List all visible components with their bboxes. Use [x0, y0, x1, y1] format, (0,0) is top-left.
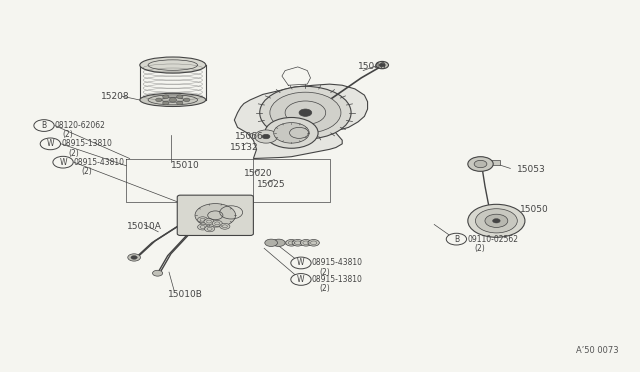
Circle shape — [468, 157, 493, 171]
Text: A’50 0073: A’50 0073 — [575, 346, 618, 355]
Circle shape — [299, 109, 312, 116]
Text: (2): (2) — [319, 284, 330, 293]
Circle shape — [474, 160, 487, 168]
Text: 08915-43810: 08915-43810 — [74, 158, 125, 167]
Circle shape — [152, 270, 163, 276]
Circle shape — [292, 240, 303, 246]
Text: 15053: 15053 — [516, 165, 545, 174]
Circle shape — [270, 92, 341, 133]
Text: B: B — [42, 121, 47, 130]
Circle shape — [446, 233, 467, 245]
Circle shape — [40, 138, 61, 150]
Circle shape — [291, 257, 311, 269]
Text: (2): (2) — [68, 148, 79, 157]
Circle shape — [300, 240, 312, 246]
Circle shape — [204, 219, 214, 224]
Ellipse shape — [140, 93, 206, 106]
Circle shape — [485, 214, 508, 227]
Text: 15208: 15208 — [101, 92, 130, 101]
Text: 15066: 15066 — [235, 132, 264, 141]
Text: 15020: 15020 — [244, 169, 273, 178]
Circle shape — [177, 101, 183, 105]
Bar — [476, 160, 500, 165]
Circle shape — [274, 123, 309, 143]
Circle shape — [198, 217, 208, 223]
Circle shape — [128, 254, 140, 261]
Circle shape — [177, 95, 183, 99]
Circle shape — [205, 226, 214, 232]
Text: (2): (2) — [81, 167, 92, 176]
Circle shape — [131, 256, 137, 259]
Circle shape — [163, 101, 169, 105]
Circle shape — [493, 219, 500, 223]
Circle shape — [184, 98, 190, 102]
Circle shape — [265, 239, 278, 247]
Text: 15132: 15132 — [230, 143, 259, 152]
Circle shape — [308, 240, 319, 246]
Text: B: B — [454, 235, 459, 244]
Text: W: W — [297, 259, 305, 267]
Circle shape — [260, 86, 351, 139]
Circle shape — [285, 240, 297, 246]
Circle shape — [163, 95, 169, 99]
Circle shape — [53, 156, 73, 168]
Circle shape — [265, 118, 318, 148]
Text: 15050: 15050 — [520, 205, 548, 214]
Polygon shape — [234, 84, 367, 158]
Text: 08120-62062: 08120-62062 — [55, 121, 106, 130]
Text: (2): (2) — [475, 244, 486, 253]
Text: W: W — [297, 275, 305, 284]
Text: W: W — [60, 158, 67, 167]
Text: 09110-02562: 09110-02562 — [467, 235, 518, 244]
Circle shape — [262, 134, 270, 139]
Text: 15040: 15040 — [358, 62, 387, 71]
Text: W: W — [47, 140, 54, 148]
Circle shape — [198, 224, 208, 230]
Text: 15010A: 15010A — [127, 222, 161, 231]
Circle shape — [34, 120, 54, 131]
Text: 08915-43810: 08915-43810 — [312, 259, 363, 267]
Circle shape — [376, 61, 388, 69]
Circle shape — [156, 98, 162, 102]
Text: 15010: 15010 — [171, 161, 200, 170]
Text: 15010B: 15010B — [168, 289, 203, 299]
Circle shape — [291, 273, 311, 285]
Ellipse shape — [140, 57, 206, 73]
Text: 08915-13810: 08915-13810 — [312, 275, 363, 284]
Circle shape — [379, 63, 385, 67]
Circle shape — [273, 239, 285, 247]
Text: (2): (2) — [319, 267, 330, 277]
Circle shape — [468, 204, 525, 237]
Circle shape — [476, 209, 517, 233]
Circle shape — [212, 221, 222, 226]
Text: 15025: 15025 — [257, 180, 285, 189]
Circle shape — [195, 203, 236, 227]
Circle shape — [255, 130, 278, 143]
Circle shape — [169, 98, 177, 102]
Text: (2): (2) — [63, 130, 73, 139]
FancyBboxPatch shape — [177, 195, 253, 235]
Text: 08915-13810: 08915-13810 — [61, 140, 112, 148]
Circle shape — [220, 223, 230, 229]
